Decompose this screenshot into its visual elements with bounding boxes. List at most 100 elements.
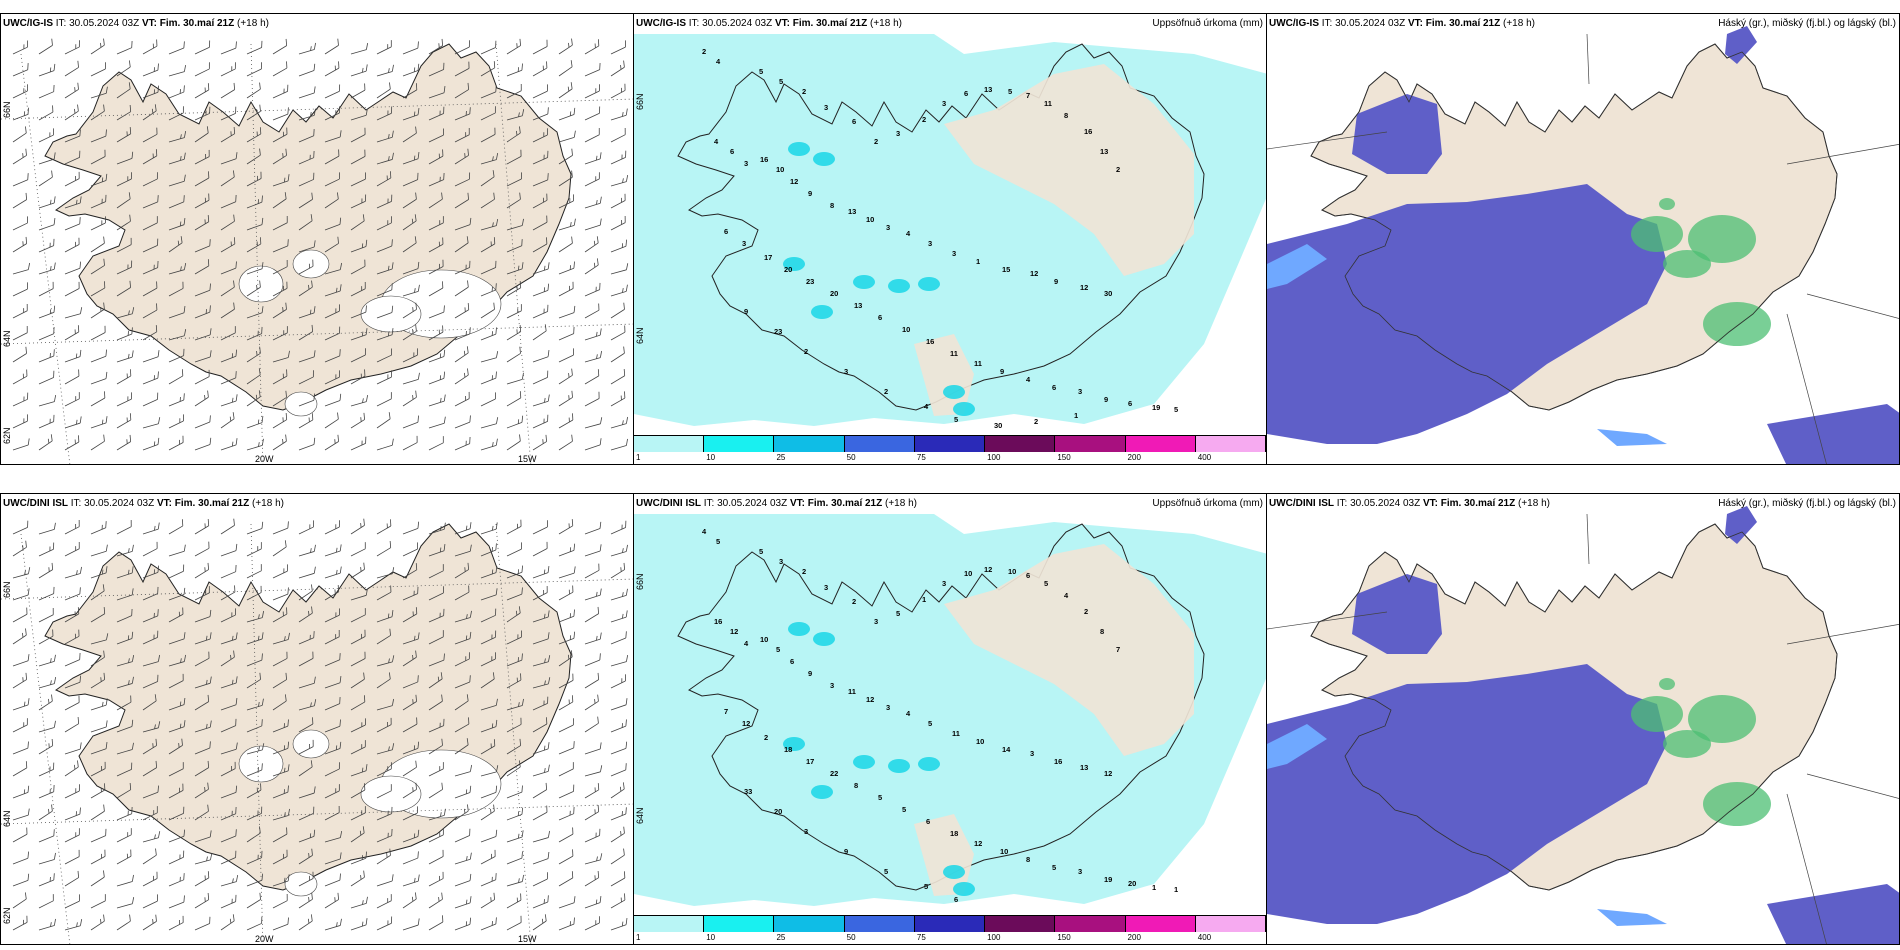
wind-barb <box>168 783 184 799</box>
precip-value-label: 11 <box>974 359 982 368</box>
wind-barb <box>584 172 600 187</box>
wind-barb <box>454 585 470 601</box>
wind-barb <box>116 237 132 253</box>
colorbar-tick-label: 200 <box>1127 453 1141 462</box>
wind-barb <box>532 414 549 429</box>
wind-barb <box>532 585 548 601</box>
wind-barb <box>584 369 600 385</box>
wind-barb <box>38 305 56 319</box>
wind-barb <box>90 804 105 821</box>
wind-barb <box>12 785 30 799</box>
wind-barb <box>142 195 159 209</box>
precip-colorbar <box>634 435 1266 452</box>
wind-barb <box>506 760 521 777</box>
wind-barb <box>116 127 132 143</box>
wind-barb <box>38 262 56 275</box>
wind-barb <box>558 236 573 253</box>
wind-barb <box>454 192 469 209</box>
precip-value-label: 3 <box>744 159 748 168</box>
wind-barb <box>558 718 574 733</box>
wind-barb <box>116 897 135 909</box>
wind-barb <box>350 83 366 99</box>
precip-value-label: 5 <box>759 547 763 556</box>
wind-barb <box>324 831 343 843</box>
wind-barb <box>12 761 28 777</box>
wind-barb <box>38 676 57 689</box>
wind-barb <box>376 784 392 799</box>
wind-barb <box>454 764 473 777</box>
precip-value-label: 5 <box>884 867 888 876</box>
wind-barb <box>480 522 498 535</box>
precip-value-label: 4 <box>1064 591 1069 600</box>
wind-barb <box>116 695 132 711</box>
wind-barb <box>38 238 55 253</box>
wind-barb <box>246 632 264 645</box>
wind-barb <box>350 695 366 711</box>
wind-barb <box>428 237 444 253</box>
wind-barb <box>558 194 574 209</box>
wind-barb <box>532 128 548 143</box>
wind-barb <box>168 564 185 579</box>
wind-barb <box>116 40 133 55</box>
wind-barb <box>480 565 498 579</box>
wind-barb <box>480 61 496 77</box>
precip-value-label: 13 <box>984 85 992 94</box>
wind-barb <box>454 652 470 667</box>
wind-barb <box>558 631 576 645</box>
wind-barb <box>220 237 236 253</box>
latitude-label: 64N <box>635 327 645 344</box>
wind-barb <box>376 567 395 579</box>
wind-barb <box>428 86 446 99</box>
wind-barb <box>350 172 367 187</box>
wind-barb <box>610 150 627 165</box>
low-cloud-area <box>1267 664 1667 924</box>
wind-barb <box>38 852 56 865</box>
wind-barb <box>168 850 185 865</box>
wind-barb <box>116 260 133 275</box>
wind-barb <box>142 894 158 909</box>
wind-barb <box>376 628 391 645</box>
wind-barb <box>246 390 261 407</box>
wind-barb <box>12 63 29 77</box>
precip-value-label: 6 <box>1026 571 1030 580</box>
wind-barb <box>194 437 212 451</box>
wind-barb <box>168 393 185 407</box>
wind-barb <box>350 412 365 429</box>
wind-barb <box>454 785 472 799</box>
wind-barb <box>298 566 316 579</box>
wind-barb <box>64 416 82 429</box>
wind-barb <box>350 588 368 601</box>
wind-barb <box>220 850 237 865</box>
wind-barb <box>584 588 602 601</box>
precip-value-label: 22 <box>830 769 838 778</box>
precip-value-label: 2 <box>804 347 808 356</box>
wind-barb <box>272 107 289 121</box>
wind-barb <box>532 283 550 297</box>
precip-value-label: 10 <box>866 215 874 224</box>
wind-barb <box>12 851 29 865</box>
wind-barb <box>402 607 418 623</box>
wind-barb <box>194 741 211 755</box>
wind-barb <box>532 632 550 645</box>
precip-value-label: 4 <box>744 639 749 648</box>
wind-barb <box>376 874 394 887</box>
wind-barb <box>116 719 134 733</box>
wind-barb <box>220 152 238 165</box>
wind-barb <box>324 326 341 341</box>
precip-value-label: 8 <box>830 201 834 210</box>
wind-barb <box>376 519 392 535</box>
wind-barb <box>376 262 394 275</box>
precip-value-label: 5 <box>878 793 882 802</box>
precip-value-label: 9 <box>1000 367 1004 376</box>
wind-barb <box>480 327 497 341</box>
wind-barb <box>64 652 81 667</box>
wind-barb <box>168 106 184 121</box>
precip-value-label: 3 <box>942 579 946 588</box>
wind-barb <box>480 543 497 557</box>
wind-barb <box>324 892 339 909</box>
precip-value-label: 5 <box>924 882 928 891</box>
wind-barb <box>142 694 157 711</box>
wind-barb <box>428 281 444 297</box>
wind-barb <box>168 236 183 253</box>
wind-barb <box>402 83 418 99</box>
